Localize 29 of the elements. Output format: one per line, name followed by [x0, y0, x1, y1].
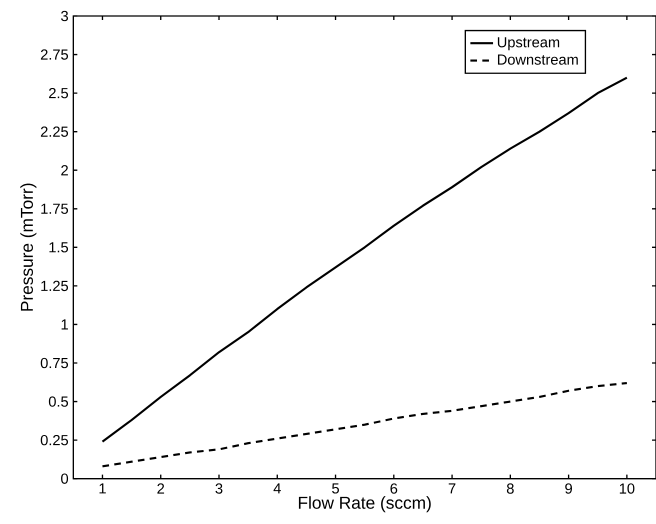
y-tick-label: 0.25	[40, 434, 68, 446]
x-tick-label: 5	[332, 483, 339, 494]
y-tick-label: 1	[62, 319, 68, 330]
y-tick-label: 0	[61, 474, 68, 484]
x-tick-label: 8	[506, 483, 514, 494]
y-tick-label: 0.5	[48, 396, 68, 407]
x-axis-title: Flow Rate (sccm)	[298, 496, 431, 512]
x-tick-label: 6	[390, 483, 398, 494]
legend-label: Upstream	[498, 37, 560, 50]
y-tick-label: 2	[61, 165, 68, 176]
y-tick-label: 1.25	[41, 280, 68, 292]
y-tick-label: 2.5	[49, 88, 68, 98]
y-tick-label: 2.25	[40, 126, 68, 137]
y-tick-label: 1.5	[49, 242, 68, 252]
x-tick-label: 7	[448, 483, 456, 494]
legend-label: Downstream	[498, 54, 578, 65]
x-tick-label: 3	[216, 483, 222, 494]
x-tick-label: 2	[157, 483, 164, 494]
x-tick-label: 10	[620, 483, 634, 494]
x-tick-label: 1	[100, 483, 106, 494]
line-series	[101, 382, 628, 468]
y-tick-label: 1.75	[41, 204, 68, 214]
y-tick-label: 2.75	[40, 49, 68, 60]
y-tick-label: 3	[61, 10, 68, 22]
x-tick-label: 9	[565, 483, 572, 494]
x-tick-label: 4	[274, 483, 281, 494]
y-tick-label: 0.75	[40, 358, 68, 368]
y-axis-title: Pressure (mTorr)	[20, 184, 36, 311]
line-series	[101, 76, 628, 443]
